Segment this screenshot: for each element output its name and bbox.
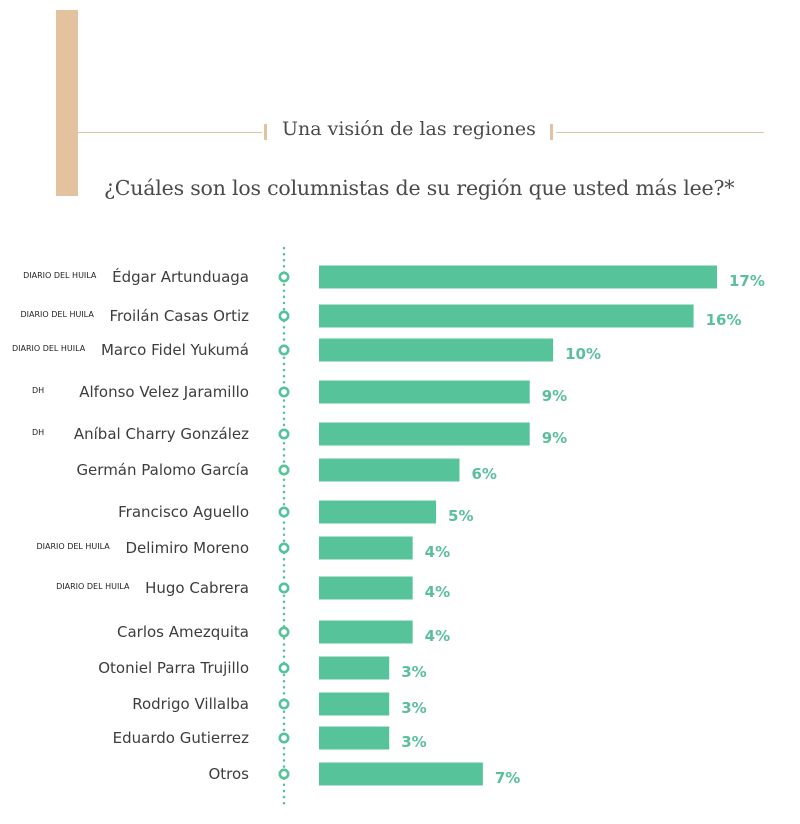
source-tag: DIARIO DEL HUILA [20,310,94,319]
source-tag: DIARIO DEL HUILA [56,582,130,591]
category-label: Rodrigo Villalba [132,695,249,713]
category-label: Francisco Aguello [118,503,249,521]
bar [319,458,460,482]
axis-marker [278,768,290,780]
source-tag: DIARIO DEL HUILA [36,542,110,551]
source-tag: DIARIO DEL HUILA [23,271,97,280]
value-label: 4% [425,583,450,601]
bar [319,692,390,716]
category-label: Aníbal Charry González [74,425,249,443]
bar [319,380,530,404]
axis-marker [278,310,290,322]
category-label: Froilán Casas Ortiz [109,307,249,325]
value-label: 6% [471,465,496,483]
accent-bar [56,10,78,196]
axis-marker [278,662,290,674]
source-tag: DH [32,386,44,395]
category-label: Édgar Artunduaga [112,267,249,286]
value-label: 3% [401,663,426,681]
axis-marker [278,506,290,518]
axis-marker [278,344,290,356]
value-label: 3% [401,699,426,717]
value-label: 9% [542,429,567,447]
axis-marker [278,732,290,744]
source-tag: DH [32,428,44,437]
bar [319,762,483,786]
value-label: 5% [448,507,473,525]
axis-marker [278,582,290,594]
bar [319,726,390,750]
bar [319,304,694,328]
category-label: Alfonso Velez Jaramillo [79,383,249,401]
bar [319,422,530,446]
category-label: Eduardo Gutierrez [113,729,249,747]
value-label: 4% [425,627,450,645]
axis-marker [278,428,290,440]
value-label: 9% [542,387,567,405]
value-label: 7% [495,769,520,787]
category-label: Delimiro Moreno [125,539,249,557]
value-label: 16% [706,311,742,329]
value-label: 3% [401,733,426,751]
axis-marker [278,386,290,398]
value-label: 4% [425,543,450,561]
axis-marker [278,464,290,476]
value-label: 10% [565,345,601,363]
category-label: Otoniel Parra Trujillo [98,659,249,677]
category-label: Marco Fidel Yukumá [101,341,249,359]
category-label: Hugo Cabrera [145,579,249,597]
bar [319,576,413,600]
chart-subtitle: ¿Cuáles son los columnistas de su región… [104,176,735,200]
axis-marker [278,542,290,554]
header-tick-right [550,124,553,140]
header-tick-left [264,124,267,140]
bar [319,656,390,680]
header-rule-right [556,132,764,133]
bar [319,265,717,289]
source-tag: DIARIO DEL HUILA [12,344,86,353]
header-rule-left [56,132,262,133]
axis-marker [278,698,290,710]
section-title: Una visión de las regiones [282,118,536,140]
category-label: Otros [208,765,249,783]
bar [319,536,413,560]
bar [319,500,437,524]
bar [319,620,413,644]
value-label: 17% [729,272,765,290]
category-label: Germán Palomo García [76,461,249,479]
bar [319,338,554,362]
category-label: Carlos Amezquita [117,623,249,641]
axis-marker [278,271,290,283]
axis-marker [278,626,290,638]
bar-chart: Édgar Artunduaga DIARIO DEL HUILA 17% Froil… [12,246,765,808]
